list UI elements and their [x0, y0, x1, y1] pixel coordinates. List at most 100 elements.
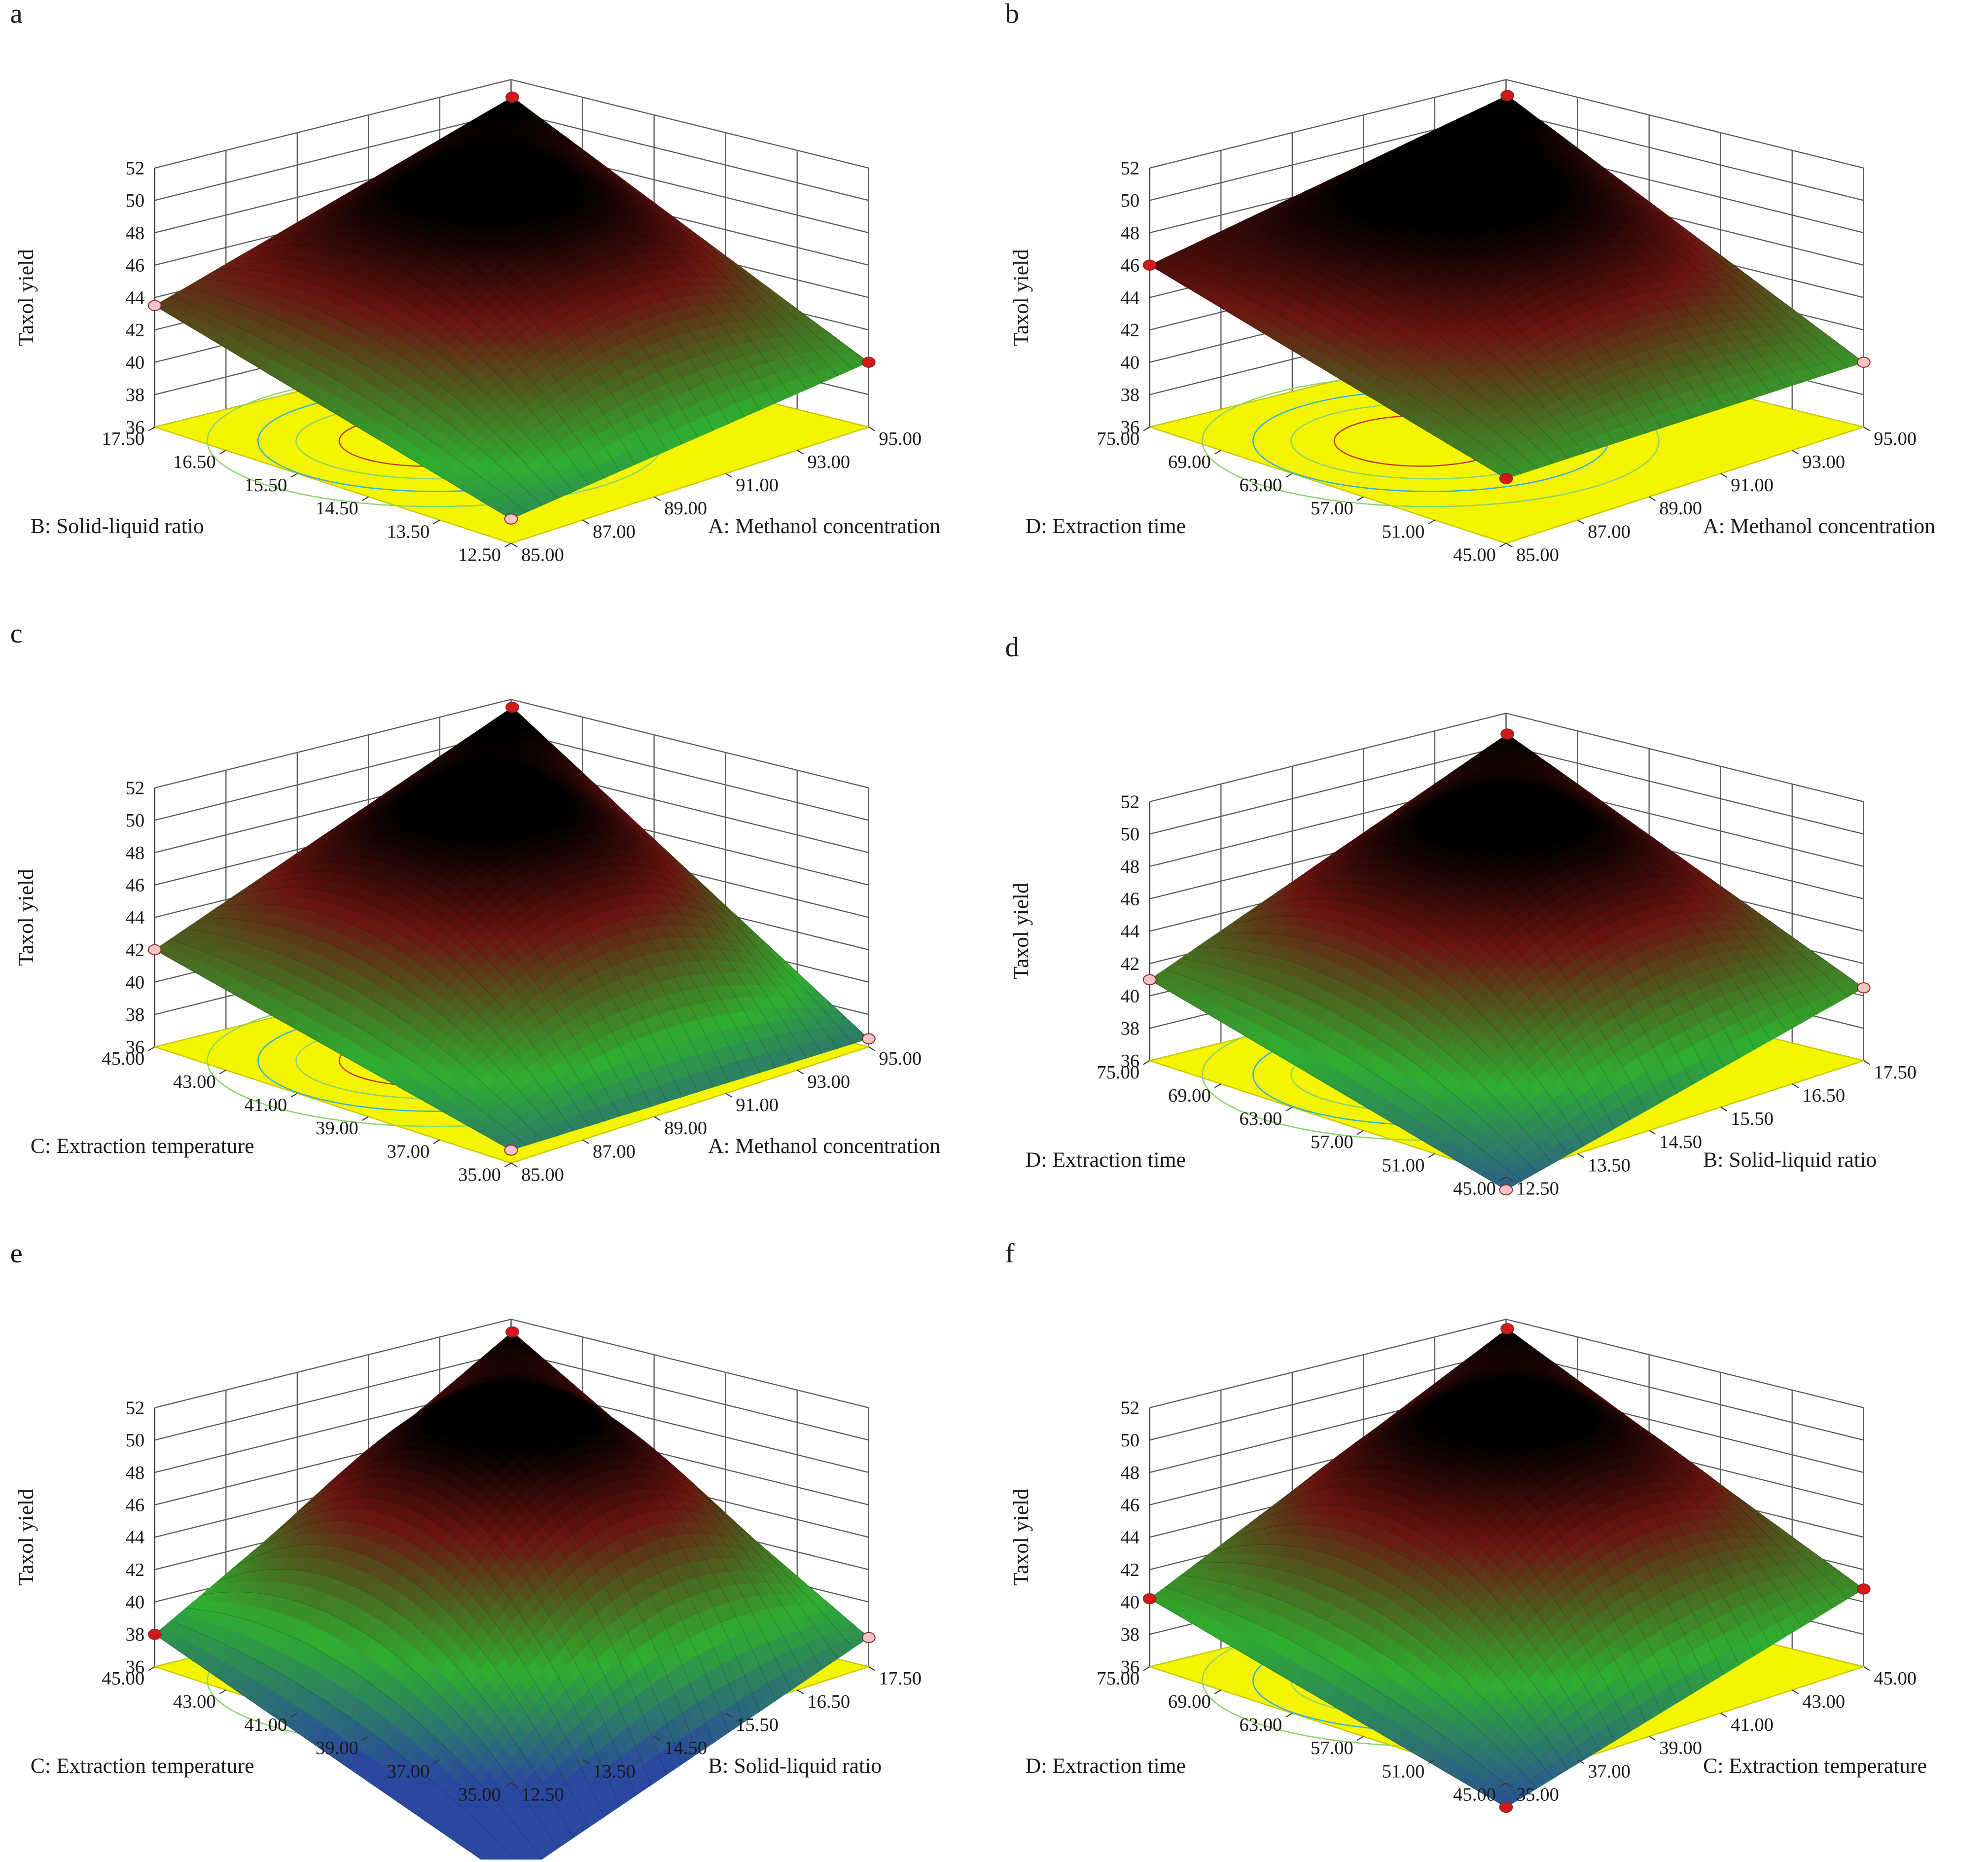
marker-right	[1857, 357, 1870, 367]
y-tick-label: 35.00	[458, 1785, 501, 1805]
x-axis-label: C: Extraction temperature	[1703, 1754, 1927, 1778]
x-tick-label: 91.00	[736, 475, 779, 496]
y-tick-label: 45.00	[1453, 1179, 1496, 1199]
z-tick-label: 48	[126, 1463, 145, 1483]
y-tick-label: 57.00	[1311, 1738, 1353, 1758]
x-tick-label: 95.00	[879, 1048, 922, 1069]
x-tick-label: 85.00	[1516, 545, 1559, 566]
y-tick-label: 41.00	[245, 1715, 287, 1735]
y-tick-label: 51.00	[1382, 1761, 1425, 1782]
z-tick-label: 38	[126, 1624, 145, 1645]
x-tick-label: 95.00	[879, 429, 922, 449]
y-tick-label: 51.00	[1382, 521, 1425, 542]
x-axis-label: B: Solid-liquid ratio	[1703, 1148, 1877, 1172]
z-tick-label: 46	[126, 1495, 145, 1516]
z-tick-label: 48	[1121, 1463, 1140, 1483]
x-tick-label: 12.50	[1516, 1179, 1559, 1199]
y-tick-label: 45.00	[102, 1668, 144, 1689]
y-tick-label: 75.00	[1097, 429, 1139, 449]
x-tick-label: 89.00	[1659, 498, 1702, 519]
z-tick-label: 52	[1121, 1398, 1140, 1419]
y-tick-label: 69.00	[1168, 1691, 1211, 1712]
z-tick-label: 42	[126, 940, 145, 961]
x-axis-label: A: Methanol concentration	[708, 514, 940, 538]
z-tick-label: 46	[1121, 889, 1140, 910]
z-tick-label: 40	[126, 1592, 145, 1613]
z-axis-label: Taxol yield	[1009, 249, 1033, 346]
x-tick-label: 95.00	[1874, 429, 1917, 449]
x-tick-label: 43.00	[1802, 1691, 1845, 1712]
x-tick-label: 93.00	[807, 1072, 850, 1092]
marker-right	[862, 1633, 875, 1643]
x-axis-label: A: Methanol concentration	[1703, 514, 1935, 538]
x-tick-label: 91.00	[736, 1095, 779, 1115]
y-tick-label: 75.00	[1097, 1668, 1139, 1689]
marker-front	[1500, 1185, 1513, 1195]
z-tick-label: 52	[126, 778, 145, 799]
x-tick-label: 85.00	[521, 545, 564, 566]
y-axis-label: D: Extraction time	[1026, 514, 1186, 538]
z-tick-label: 42	[1121, 320, 1140, 341]
z-tick-label: 52	[126, 158, 145, 179]
panel-label: e	[10, 1240, 23, 1269]
z-tick-label: 50	[126, 1430, 145, 1451]
x-tick-label: 39.00	[1659, 1738, 1702, 1758]
y-tick-label: 57.00	[1311, 498, 1353, 519]
x-tick-label: 93.00	[1802, 452, 1845, 472]
y-axis-label: D: Extraction time	[1026, 1754, 1186, 1778]
z-tick-label: 38	[1121, 1624, 1140, 1645]
marker-back	[1501, 729, 1514, 739]
marker-front	[505, 514, 518, 524]
x-tick-label: 85.00	[521, 1165, 564, 1185]
x-tick-label: 37.00	[1588, 1761, 1631, 1782]
y-tick-label: 14.50	[316, 498, 358, 519]
z-tick-label: 40	[126, 353, 145, 373]
z-tick-label: 38	[1121, 1018, 1140, 1039]
x-tick-label: 15.50	[1731, 1109, 1774, 1129]
marker-right	[1857, 983, 1870, 993]
z-tick-label: 44	[1121, 287, 1140, 308]
y-tick-label: 43.00	[173, 1072, 216, 1092]
y-tick-label: 45.00	[1453, 1785, 1496, 1805]
marker-front	[1500, 1802, 1513, 1812]
x-tick-label: 12.50	[521, 1785, 564, 1805]
x-tick-label: 41.00	[1731, 1715, 1774, 1735]
y-tick-label: 51.00	[1382, 1155, 1425, 1176]
z-tick-label: 38	[126, 1004, 145, 1025]
x-tick-label: 45.00	[1874, 1668, 1917, 1689]
x-tick-label: 89.00	[664, 1118, 707, 1139]
y-tick-label: 45.00	[1453, 545, 1496, 566]
z-tick-label: 48	[126, 223, 145, 244]
y-tick-label: 39.00	[316, 1738, 358, 1758]
z-tick-label: 46	[1121, 255, 1140, 276]
z-tick-label: 50	[1121, 1430, 1140, 1451]
panel-label: f	[1005, 1240, 1015, 1269]
z-tick-label: 42	[126, 1560, 145, 1580]
y-tick-label: 37.00	[387, 1761, 430, 1782]
z-tick-label: 52	[126, 1398, 145, 1419]
y-tick-label: 37.00	[387, 1141, 430, 1162]
x-axis-label: B: Solid-liquid ratio	[708, 1754, 882, 1778]
y-tick-label: 41.00	[245, 1095, 287, 1115]
z-axis-label: Taxol yield	[14, 1489, 38, 1586]
z-tick-label: 42	[1121, 954, 1140, 974]
z-axis-label: Taxol yield	[1009, 883, 1033, 980]
marker-left	[1143, 1594, 1156, 1604]
marker-back	[506, 702, 519, 712]
x-tick-label: 13.50	[1588, 1155, 1631, 1176]
z-tick-label: 40	[1121, 1592, 1140, 1613]
z-tick-label: 50	[126, 190, 145, 211]
z-tick-label: 46	[1121, 1495, 1140, 1516]
